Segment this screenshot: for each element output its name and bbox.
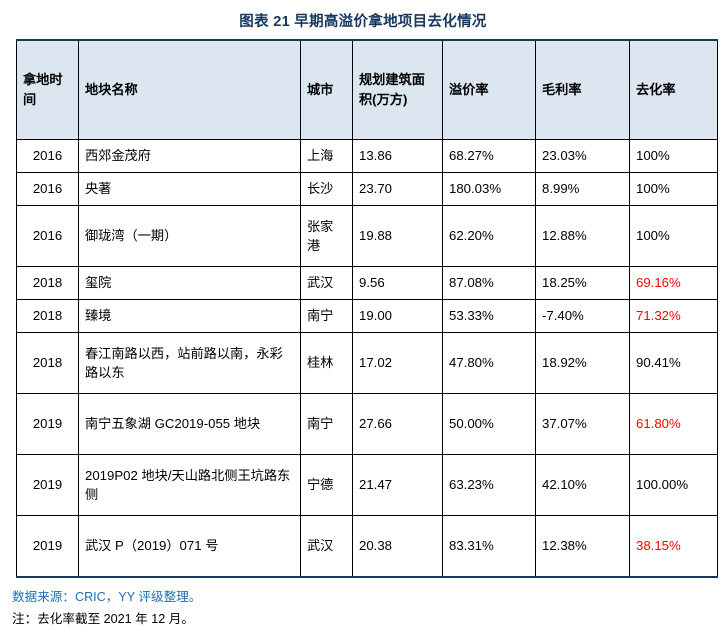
cell-planned-area: 17.02 xyxy=(352,332,443,394)
page-root: 图表 21 早期高溢价拿地项目去化情况 拿地时间 地块名称 城市 规划建筑面积(… xyxy=(12,14,718,626)
cell-plot-name: 御珑湾（一期） xyxy=(78,205,301,267)
cell-planned-area: 23.70 xyxy=(352,172,443,206)
cell-land-time: 2018 xyxy=(16,266,79,300)
cell-premium-rate: 180.03% xyxy=(442,172,536,206)
cell-city: 南宁 xyxy=(300,393,353,455)
cell-premium-rate: 68.27% xyxy=(442,139,536,173)
cell-city: 张家港 xyxy=(300,205,353,267)
cell-planned-area: 27.66 xyxy=(352,393,443,455)
cell-plot-name: 春江南路以西，站前路以南，永彩路以东 xyxy=(78,332,301,394)
column-header-area: 规划建筑面积(万方) xyxy=(352,39,443,140)
cell-sell-through: 100.00% xyxy=(629,454,718,516)
cell-plot-name: 臻境 xyxy=(78,299,301,333)
cell-planned-area: 19.88 xyxy=(352,205,443,267)
cell-sell-through: 38.15% xyxy=(629,515,718,578)
cell-land-time: 2016 xyxy=(16,139,79,173)
cell-plot-name: 央著 xyxy=(78,172,301,206)
column-header-time: 拿地时间 xyxy=(16,39,79,140)
cell-city: 武汉 xyxy=(300,515,353,578)
footer: 数据来源：CRIC，YY 评级整理。 注：去化率截至 2021 年 12 月。 xyxy=(0,578,726,630)
column-header-name: 地块名称 xyxy=(78,39,301,140)
table-row: 2018 玺院 武汉 9.56 87.08% 18.25% 69.16% xyxy=(16,266,718,300)
table-body: 2016 西郊金茂府 上海 13.86 68.27% 23.03% 100% 2016 央著 长沙… xyxy=(16,139,718,578)
table-row: 2019 南宁五象湖 GC2019-055 地块 南宁 27.66 50.00% 37.0… xyxy=(16,393,718,455)
cell-gross-margin: 37.07% xyxy=(535,393,630,455)
cell-premium-rate: 50.00% xyxy=(442,393,536,455)
table-header-row: 拿地时间 地块名称 城市 规划建筑面积(万方) 溢价率 毛利率 去化率 xyxy=(16,39,718,140)
cell-land-time: 2018 xyxy=(16,332,79,394)
table-container: 拿地时间 地块名称 城市 规划建筑面积(万方) 溢价率 毛利率 去化率 2016… xyxy=(0,39,726,578)
cell-planned-area: 21.47 xyxy=(352,454,443,516)
cell-premium-rate: 83.31% xyxy=(442,515,536,578)
table-row: 2018 春江南路以西，站前路以南，永彩路以东 桂林 17.02 47.80% 18.92… xyxy=(16,332,718,394)
cell-gross-margin: 12.88% xyxy=(535,205,630,267)
cell-city: 武汉 xyxy=(300,266,353,300)
cell-plot-name: 武汉 P（2019）071 号 xyxy=(78,515,301,578)
cell-gross-margin: -7.40% xyxy=(535,299,630,333)
cell-planned-area: 13.86 xyxy=(352,139,443,173)
cell-gross-margin: 8.99% xyxy=(535,172,630,206)
cell-land-time: 2019 xyxy=(16,454,79,516)
cell-city: 长沙 xyxy=(300,172,353,206)
cell-land-time: 2016 xyxy=(16,172,79,206)
table-row: 2018 臻境 南宁 19.00 53.33% -7.40% 71.32% xyxy=(16,299,718,333)
cell-land-time: 2019 xyxy=(16,515,79,578)
table-row: 2016 御珑湾（一期） 张家港 19.88 62.20% 12.88% 100% xyxy=(16,205,718,267)
cell-city: 上海 xyxy=(300,139,353,173)
table-row: 2016 央著 长沙 23.70 180.03% 8.99% 100% xyxy=(16,172,718,206)
page-title: 图表 21 早期高溢价拿地项目去化情况 xyxy=(239,14,487,30)
cell-sell-through: 61.80% xyxy=(629,393,718,455)
cell-gross-margin: 23.03% xyxy=(535,139,630,173)
cell-sell-through: 100% xyxy=(629,139,718,173)
table-row: 2016 西郊金茂府 上海 13.86 68.27% 23.03% 100% xyxy=(16,139,718,173)
cell-sell-through: 90.41% xyxy=(629,332,718,394)
cell-land-time: 2016 xyxy=(16,205,79,267)
cell-plot-name: 南宁五象湖 GC2019-055 地块 xyxy=(78,393,301,455)
cell-sell-through: 69.16% xyxy=(629,266,718,300)
cell-land-time: 2019 xyxy=(16,393,79,455)
cell-plot-name: 玺院 xyxy=(78,266,301,300)
note-line: 注：去化率截至 2021 年 12 月。 xyxy=(12,612,194,627)
cell-planned-area: 9.56 xyxy=(352,266,443,300)
table-row: 2019 武汉 P（2019）071 号武汉 20.38 83.31% 12.38% 38… xyxy=(16,515,718,578)
cell-city: 南宁 xyxy=(300,299,353,333)
table-header: 拿地时间 地块名称 城市 规划建筑面积(万方) 溢价率 毛利率 去化率 xyxy=(16,39,718,140)
column-header-sell: 去化率 xyxy=(629,39,718,140)
cell-city: 宁德 xyxy=(300,454,353,516)
cell-gross-margin: 42.10% xyxy=(535,454,630,516)
cell-premium-rate: 62.20% xyxy=(442,205,536,267)
cell-premium-rate: 47.80% xyxy=(442,332,536,394)
cell-plot-name: 2019P02 地块/天山路北侧王坑路东侧 xyxy=(78,454,301,516)
cell-premium-rate: 87.08% xyxy=(442,266,536,300)
cell-gross-margin: 18.92% xyxy=(535,332,630,394)
cell-sell-through: 100% xyxy=(629,172,718,206)
data-table: 拿地时间 地块名称 城市 规划建筑面积(万方) 溢价率 毛利率 去化率 2016… xyxy=(16,39,718,578)
cell-planned-area: 19.00 xyxy=(352,299,443,333)
cell-sell-through: 100% xyxy=(629,205,718,267)
cell-premium-rate: 63.23% xyxy=(442,454,536,516)
table-row: 2019 2019P02 地块/天山路北侧王坑路东侧 宁德 21.47 63.23% 42… xyxy=(16,454,718,516)
cell-sell-through: 71.32% xyxy=(629,299,718,333)
column-header-city: 城市 xyxy=(300,39,353,140)
source-line: 数据来源：CRIC，YY 评级整理。 xyxy=(12,590,202,604)
cell-city: 桂林 xyxy=(300,332,353,394)
cell-gross-margin: 12.38% xyxy=(535,515,630,578)
cell-land-time: 2018 xyxy=(16,299,79,333)
cell-premium-rate: 53.33% xyxy=(442,299,536,333)
cell-planned-area: 20.38 xyxy=(352,515,443,578)
column-header-premium: 溢价率 xyxy=(442,39,536,140)
cell-plot-name: 西郊金茂府 xyxy=(78,139,301,173)
column-header-gross: 毛利率 xyxy=(535,39,630,140)
cell-gross-margin: 18.25% xyxy=(535,266,630,300)
